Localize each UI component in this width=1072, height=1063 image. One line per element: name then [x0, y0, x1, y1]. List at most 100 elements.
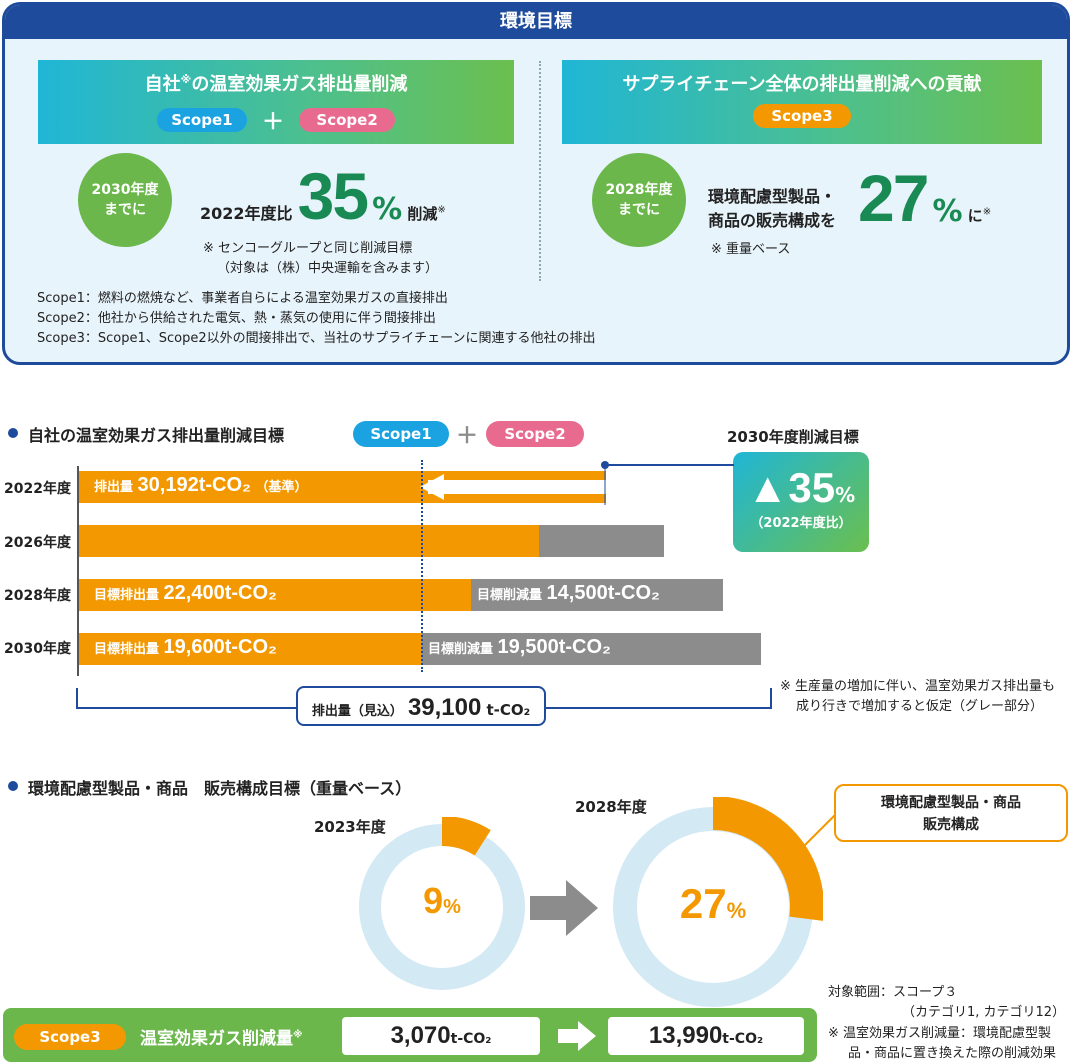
donut-section-title: 環境配慮型製品・商品 販売構成目標（重量ベース） — [28, 779, 412, 798]
own-emissions-title: 自社※の温室効果ガス排出量削減 — [38, 70, 514, 96]
footnote-line-2: 成り行きで増加すると仮定（グレー部分） — [796, 698, 1044, 714]
deadline-circle-2030: 2030年度 までに — [78, 153, 172, 247]
base-year-text: 2022年度比 — [200, 204, 293, 223]
target-2030-pct: % — [835, 483, 856, 507]
bar-2028-reduction-label: 目標削減量 14,500t-CO₂ — [477, 582, 660, 605]
label-value: 14,500t-CO₂ — [546, 582, 660, 604]
note-line-1: ※ センコーグループと同じ削減目標 — [203, 241, 413, 256]
section-bullet — [8, 781, 18, 791]
circle-line-1: 2028年度 — [605, 181, 673, 198]
note-line-1: ※ 温室効果ガス削減量：環境配慮型製 — [828, 1026, 1052, 1041]
target-suffix: に — [967, 207, 983, 225]
scope2-definition: Scope2：他社から供給された電気、熱・蒸気の使用に伴う間接排出 — [37, 311, 436, 326]
bar-axis — [77, 466, 79, 676]
donut-slice — [712, 797, 823, 921]
target-connector — [601, 461, 734, 505]
own-target-statement: 2022年度比 35 % 削減※ — [200, 163, 520, 233]
target-2030-sub: （2022年度比） — [750, 516, 852, 531]
left-arrow-icon — [420, 474, 444, 500]
value-unit: t-CO₂ — [722, 1031, 764, 1047]
scope2-pill: Scope2 — [299, 107, 396, 132]
reduction-value-2028: 13,990t-CO₂ — [608, 1017, 804, 1055]
year-2028-label: 2028年度 — [575, 798, 647, 816]
text-line-2: 商品の販売構成を — [708, 211, 837, 230]
donut-2023-value: 9% — [352, 880, 532, 922]
scope1-definition: Scope1：燃料の燃焼など、事業者自らによる温室効果ガスの直接排出 — [37, 291, 448, 306]
target-2030-value: ▲35 — [746, 464, 836, 511]
label-value: 22,400t-CO₂ — [163, 582, 277, 604]
bar-2030-reduction — [422, 633, 761, 665]
scope3-pill: Scope3 — [14, 1024, 126, 1050]
supply-target-value: 27 % に※ — [858, 165, 1048, 231]
note-line-2: （カテゴリ1, カテゴリ12） — [902, 1004, 1066, 1020]
weight-basis-note: ※ 重量ベース — [711, 242, 791, 257]
bar-2028-emission-label: 目標排出量 22,400t-CO₂ — [94, 582, 277, 605]
reduction-definition-note: ※ 温室効果ガス削減量：環境配慮型製 品・商品に置き換えた際の削減効果 — [828, 1024, 1056, 1063]
label-prefix: 目標排出量 — [94, 588, 160, 603]
section-bullet — [8, 428, 18, 438]
donut-2028-value: 27% — [603, 880, 823, 928]
label-mark: ※ — [293, 1029, 303, 1041]
own-emissions-banner: 自社※の温室効果ガス排出量削減 Scope1 ＋ Scope2 — [38, 60, 514, 144]
circle-line-1: 2030年度 — [91, 181, 159, 198]
label-value: 30,192t-CO₂ — [137, 474, 251, 496]
circle-line-2: までに — [618, 202, 660, 218]
vertical-divider — [539, 61, 541, 281]
plus-sign: ＋ — [261, 110, 284, 135]
donut-2028 — [613, 797, 823, 1007]
bar-2030-reduction-label: 目標削減量 19,500t-CO₂ — [428, 636, 611, 659]
supply-target-text: 環境配慮型製品・ 商品の販売構成を — [708, 185, 868, 233]
label-prefix: 排出量 — [94, 480, 134, 495]
bar-2028-reduction — [471, 579, 723, 611]
value-unit: t-CO₂ — [450, 1031, 492, 1047]
target-2030-box: ▲35% （2022年度比） — [733, 452, 869, 552]
target-value: 27 — [858, 161, 929, 235]
total-unit: t-CO₂ — [486, 701, 531, 719]
note-line-2: （対象は（株）中央運輸を含みます） — [217, 260, 439, 276]
circle-line-2: までに — [104, 202, 146, 218]
bar-section-title: 自社の温室効果ガス排出量削減目標 — [28, 426, 285, 445]
reduction-mark: ※ — [437, 204, 446, 216]
target-value: 35 — [297, 159, 369, 233]
projected-total-box: 排出量（見込） 39,100 t-CO₂ — [296, 686, 546, 726]
title-mark: ※ — [180, 73, 192, 86]
scope1-pill: Scope1 — [353, 421, 449, 447]
value-percent: % — [443, 896, 461, 918]
value-percent: % — [726, 898, 747, 923]
title-text: 自社 — [144, 74, 181, 95]
callout-box: 環境配慮型製品・商品 販売構成 — [834, 784, 1068, 842]
label-value: 19,500t-CO₂ — [497, 636, 611, 658]
deadline-circle-2028: 2028年度 までに — [592, 153, 686, 247]
right-arrow-icon — [530, 880, 598, 936]
bar-2022-arrow-stripe — [428, 480, 606, 494]
supply-chain-banner: サプライチェーン全体の排出量削減への貢献 Scope3 — [562, 60, 1042, 144]
callout-line-2: 販売構成 — [923, 817, 979, 833]
text-line-1: 環境配慮型製品・ — [708, 187, 837, 206]
bar-2030-emission-label: 目標排出量 19,600t-CO₂ — [94, 636, 277, 659]
value-number: 13,990 — [648, 1022, 723, 1049]
bar-2026-growth — [539, 525, 664, 557]
bar-2030-emission — [79, 633, 422, 665]
value-number: 3,070 — [390, 1022, 451, 1049]
panel-header: 環境目標 — [5, 5, 1067, 39]
total-value: 39,100 — [407, 694, 482, 721]
value-number: 27 — [679, 880, 727, 927]
donut-slice — [441, 817, 491, 856]
year-label-2028: 2028年度 — [4, 588, 71, 604]
label-prefix: 目標削減量 — [428, 642, 494, 657]
supply-chain-title: サプライチェーン全体の排出量削減への貢献 — [622, 74, 982, 95]
right-arrow-icon — [558, 1021, 596, 1051]
bar-2022-label: 排出量 30,192t-CO₂ （基準） — [94, 474, 307, 497]
scope-definitions: Scope1：燃料の燃焼など、事業者自らによる温室効果ガスの直接排出 Scope… — [37, 289, 737, 349]
year-2023-label: 2023年度 — [314, 818, 386, 836]
total-prefix: 排出量（見込） — [311, 704, 403, 719]
donut-center — [394, 859, 490, 955]
donut-2023 — [359, 817, 525, 990]
reduction-value-2023: 3,070t-CO₂ — [342, 1017, 540, 1055]
label-prefix: 目標排出量 — [94, 642, 160, 657]
callout-line-1: 環境配慮型製品・商品 — [881, 795, 1021, 811]
target-percent: % — [372, 192, 403, 227]
callout-pointer — [783, 813, 837, 867]
footnote-line-1: ※ 生産量の増加に伴い、温室効果ガス排出量も — [780, 679, 1056, 694]
own-target-note: ※ センコーグループと同じ削減目標 （対象は（株）中央運輸を含みます） — [203, 239, 523, 278]
